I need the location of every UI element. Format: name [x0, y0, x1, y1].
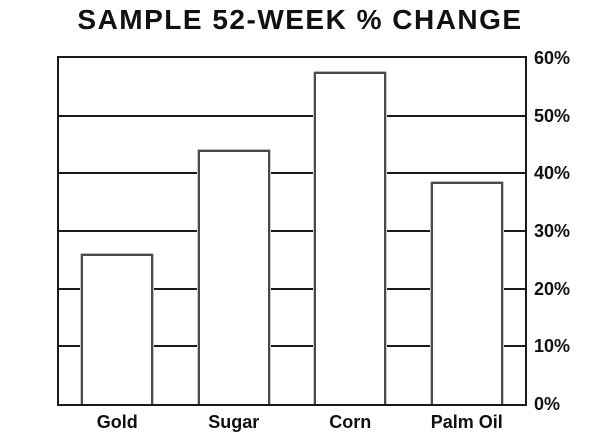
plot-area [57, 56, 527, 406]
bar-sugar [197, 150, 270, 404]
bar-palm-oil [430, 181, 503, 404]
x-category-label: Corn [329, 412, 372, 432]
chart-title: SAMPLE 52-WEEK % CHANGE [77, 4, 523, 35]
gridline [59, 230, 525, 232]
y-tick-label: 60% [534, 48, 571, 68]
bar-gold [81, 254, 154, 404]
y-tick-label: 10% [534, 336, 571, 357]
x-category-label: Gold [96, 412, 138, 432]
y-tick-label: 0% [534, 394, 561, 414]
gridline [59, 114, 525, 117]
gridline [59, 345, 525, 348]
x-category-label: Sugar [208, 412, 260, 432]
y-tick-label: 40% [534, 163, 571, 184]
y-tick-label: 20% [534, 278, 571, 299]
bar-corn [314, 72, 387, 404]
gridline [59, 287, 525, 290]
y-tick-label: 50% [534, 105, 571, 126]
y-tick-label: 30% [534, 221, 571, 241]
gridline [59, 172, 525, 175]
x-category-label: Palm Oil [430, 412, 503, 432]
